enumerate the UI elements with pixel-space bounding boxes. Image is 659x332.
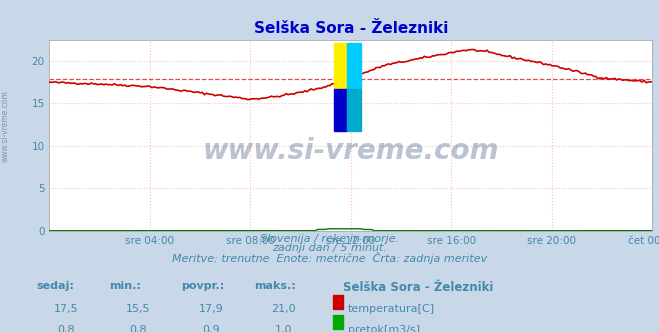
Text: 0,9: 0,9 (202, 325, 219, 332)
Text: pretok[m3/s]: pretok[m3/s] (348, 325, 420, 332)
Text: www.si-vreme.com: www.si-vreme.com (1, 90, 10, 162)
Text: povpr.:: povpr.: (181, 281, 225, 290)
Title: Selška Sora - Železniki: Selška Sora - Železniki (254, 21, 448, 36)
Text: Slovenija / reke in morje.: Slovenija / reke in morje. (260, 234, 399, 244)
Text: maks.:: maks.: (254, 281, 295, 290)
Text: 0,8: 0,8 (130, 325, 147, 332)
Text: Selška Sora - Železniki: Selška Sora - Železniki (343, 281, 493, 293)
Bar (334, 90, 347, 131)
Text: 0,8: 0,8 (57, 325, 74, 332)
Text: sedaj:: sedaj: (36, 281, 74, 290)
Text: www.si-vreme.com: www.si-vreme.com (203, 136, 499, 165)
Text: temperatura[C]: temperatura[C] (348, 304, 435, 314)
Bar (334, 43, 347, 89)
Text: 15,5: 15,5 (126, 304, 151, 314)
Text: 1,0: 1,0 (275, 325, 292, 332)
Text: Meritve: trenutne  Enote: metrične  Črta: zadnja meritev: Meritve: trenutne Enote: metrične Črta: … (172, 252, 487, 264)
Bar (347, 43, 360, 89)
Text: 21,0: 21,0 (271, 304, 296, 314)
Text: 17,5: 17,5 (53, 304, 78, 314)
Text: min.:: min.: (109, 281, 140, 290)
Text: 17,9: 17,9 (198, 304, 223, 314)
Bar (347, 90, 360, 131)
Text: zadnji dan / 5 minut.: zadnji dan / 5 minut. (272, 243, 387, 253)
